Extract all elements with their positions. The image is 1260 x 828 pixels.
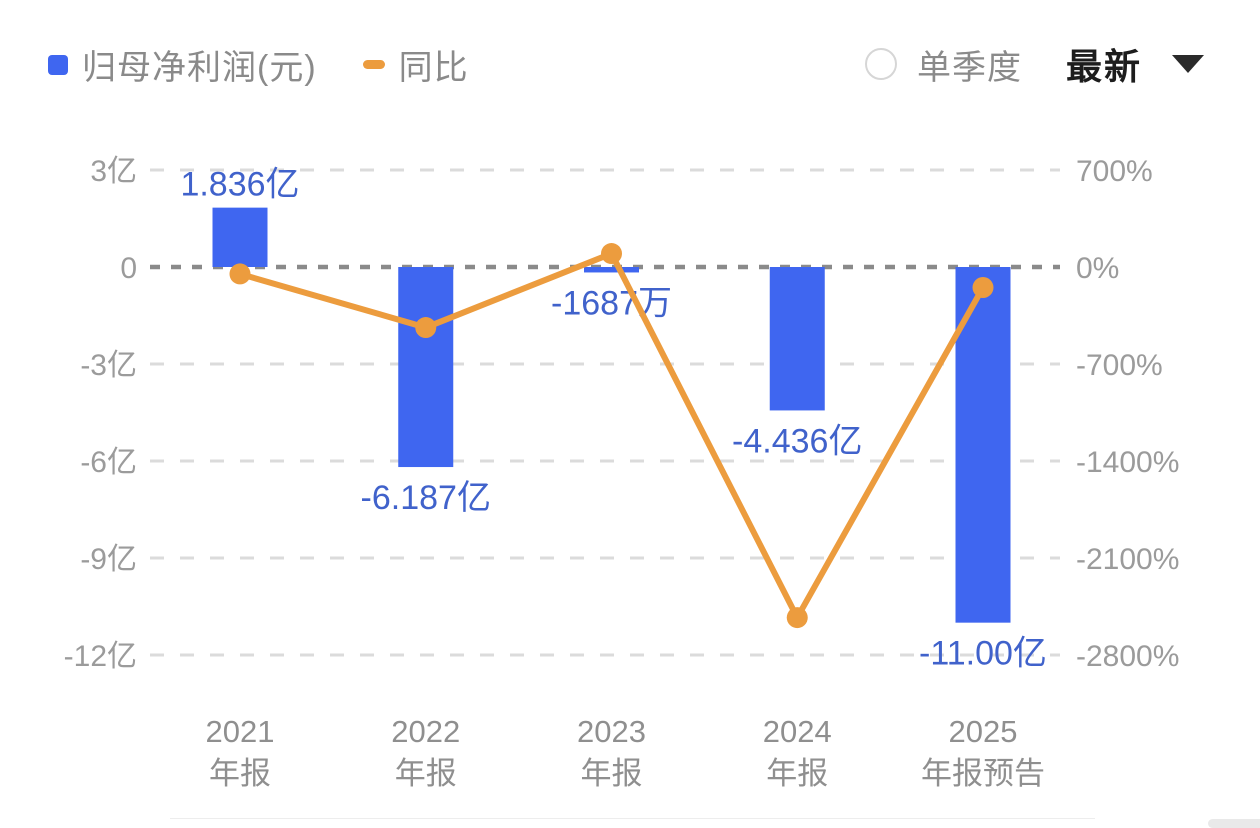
x-label-year-2021: 2021	[206, 714, 275, 749]
profit-value-label-2022: -6.187亿	[361, 479, 491, 517]
right-axis-tick-5: -2800%	[1076, 640, 1179, 673]
profit-bar-2023	[584, 267, 639, 273]
profit-bar-2021	[212, 207, 268, 267]
bar-series-label: 归母净利润(元)	[82, 49, 317, 87]
right-axis-tick-1: 0%	[1076, 252, 1119, 285]
right-axis-tick-2: -700%	[1076, 349, 1163, 382]
legend-item-profit[interactable]: 归母净利润(元)	[48, 40, 317, 89]
x-label-period-2023: 年报	[581, 756, 643, 791]
left-axis-tick-2: -3亿	[80, 349, 137, 382]
profit-value-label-2021: 1.836亿	[180, 166, 299, 204]
x-label-period-2022: 年报	[395, 756, 457, 791]
left-axis-tick-0: 3亿	[90, 155, 137, 188]
radio-unchecked-icon[interactable]	[864, 48, 897, 80]
right-axis-tick-4: -2100%	[1076, 543, 1179, 576]
profit-value-label-2025: -11.00亿	[919, 635, 1047, 673]
left-axis-tick-1: 0	[120, 252, 137, 285]
chart-controls: 单季度 最新	[864, 38, 1204, 90]
profit-bar-2022	[398, 267, 454, 468]
bottom-divider	[170, 818, 1095, 819]
yoy-point-2024	[786, 607, 808, 629]
profit-bar-2024	[769, 267, 825, 411]
period-dropdown[interactable]: 最新	[1066, 38, 1204, 90]
line-series-label: 同比	[398, 49, 469, 87]
right-axis-tick-3: -1400%	[1076, 446, 1179, 479]
right-axis-tick-0: 700%	[1076, 155, 1153, 188]
x-label-period-2021: 年报	[209, 756, 271, 791]
left-axis-tick-3: -6亿	[80, 446, 137, 479]
yoy-point-2022	[415, 317, 437, 339]
x-label-year-2023: 2023	[577, 714, 646, 749]
x-label-period-2025: 年报预告	[921, 756, 1045, 791]
x-label-year-2024: 2024	[763, 714, 832, 749]
yoy-point-2023	[601, 243, 622, 265]
profit-value-label-2023: -1687万	[551, 284, 672, 322]
scrollbar-corner	[1208, 819, 1260, 828]
single-quarter-label: 单季度	[916, 48, 1022, 87]
single-quarter-toggle[interactable]: 单季度	[864, 40, 1022, 89]
bar-series-swatch-icon	[48, 54, 68, 75]
line-series-swatch-icon	[362, 60, 385, 69]
profit-value-label-2024: -4.436亿	[732, 422, 862, 460]
chevron-down-icon	[1172, 55, 1204, 73]
yoy-point-2021	[229, 263, 251, 285]
yoy-point-2025	[972, 277, 994, 299]
left-axis-tick-5: -12亿	[64, 640, 137, 673]
x-label-year-2025: 2025	[949, 714, 1018, 749]
profit-bar-2025	[955, 267, 1011, 623]
x-label-period-2024: 年报	[766, 756, 828, 791]
left-axis-tick-4: -9亿	[80, 543, 137, 576]
legend: 归母净利润(元) 同比	[48, 40, 469, 89]
legend-item-yoy[interactable]: 同比	[362, 40, 469, 89]
x-label-year-2022: 2022	[391, 714, 460, 749]
period-dropdown-value: 最新	[1065, 46, 1142, 87]
